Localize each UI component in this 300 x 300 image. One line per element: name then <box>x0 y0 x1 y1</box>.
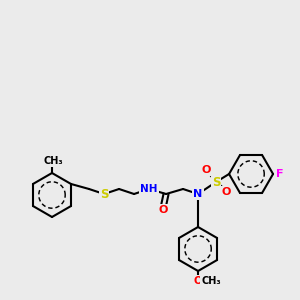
Text: CH₃: CH₃ <box>43 156 63 166</box>
Text: O: O <box>221 187 231 197</box>
Text: F: F <box>276 169 284 179</box>
Text: S: S <box>212 176 220 188</box>
Text: NH: NH <box>140 184 158 194</box>
Text: S: S <box>100 188 108 200</box>
Text: O: O <box>158 205 168 215</box>
Text: O: O <box>194 276 203 286</box>
Text: CH₃: CH₃ <box>201 276 221 286</box>
Text: N: N <box>194 189 203 199</box>
Text: O: O <box>201 165 211 175</box>
